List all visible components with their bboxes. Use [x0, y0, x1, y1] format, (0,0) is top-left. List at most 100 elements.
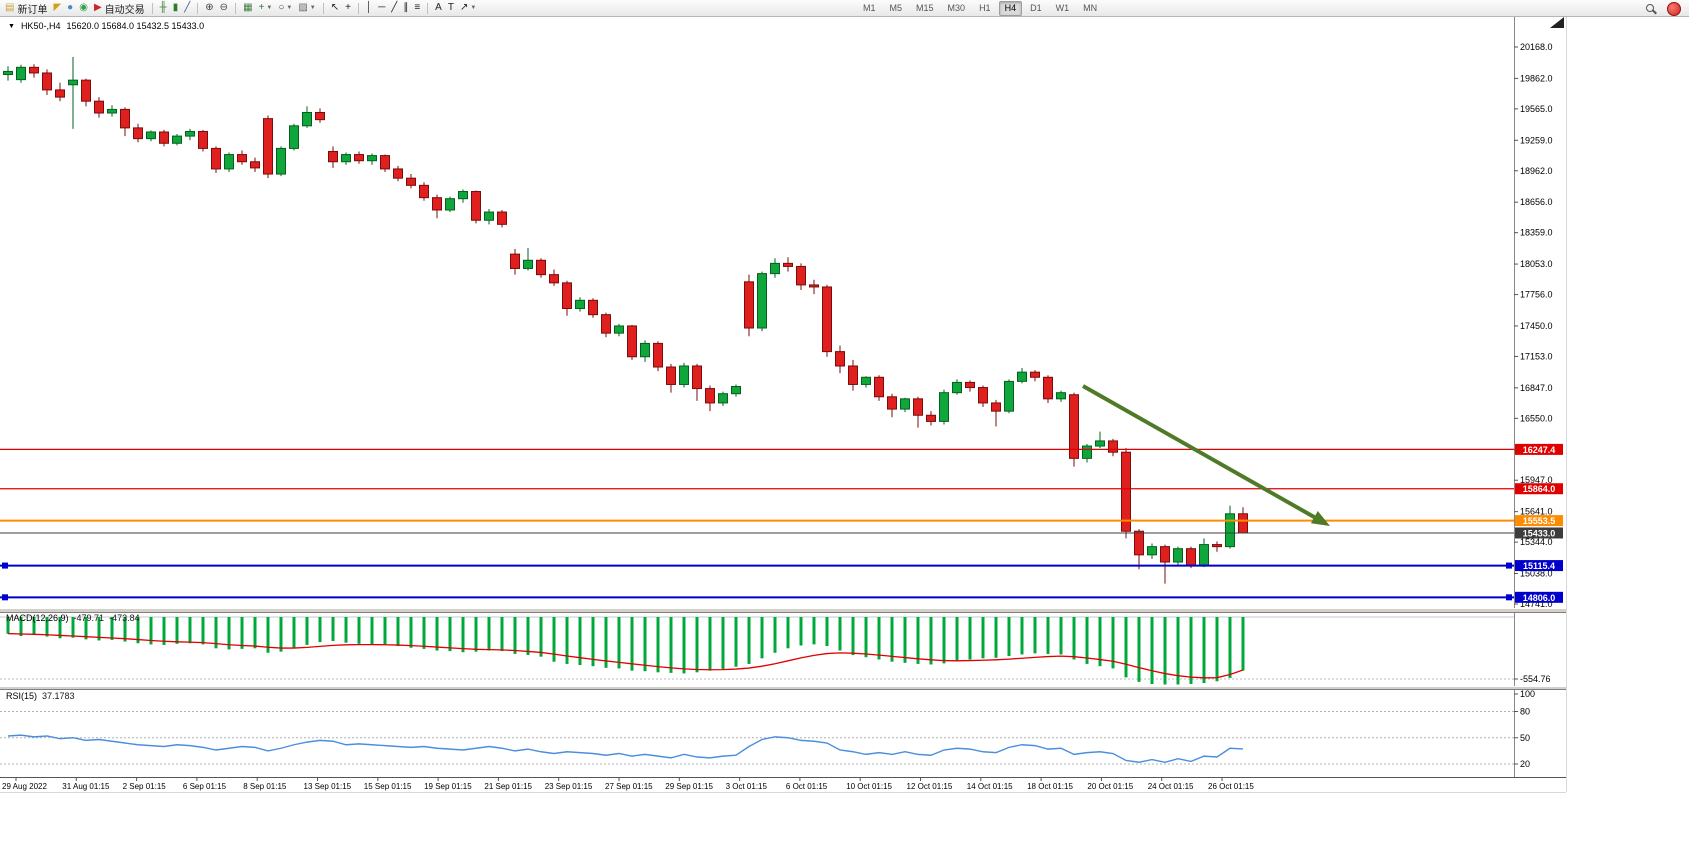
- crosshair-icon[interactable]: +: [342, 1, 354, 15]
- svg-text:14 Oct 01:15: 14 Oct 01:15: [967, 782, 1013, 791]
- svg-text:15947.0: 15947.0: [1520, 475, 1553, 485]
- zoom-in-icon: ⊕: [205, 2, 214, 13]
- hline-16247.4[interactable]: 16247.4: [0, 443, 1563, 455]
- toolbar-separator: [197, 2, 199, 14]
- svg-text:12 Oct 01:15: 12 Oct 01:15: [907, 782, 953, 791]
- support-icon[interactable]: ◉: [76, 1, 91, 15]
- arrows-button[interactable]: ↗ ▼: [457, 1, 479, 15]
- tile-windows-icon: ▦: [243, 2, 253, 13]
- periods-button[interactable]: ○ ▼: [275, 1, 295, 15]
- ohlc-values: 15620.0 15684.0 15432.5 15433.0: [66, 21, 205, 31]
- cursor-icon[interactable]: ↖: [328, 1, 342, 15]
- candlestick-icon[interactable]: ▮: [170, 1, 182, 15]
- svg-text:27 Sep 01:15: 27 Sep 01:15: [605, 782, 653, 791]
- svg-text:20168.0: 20168.0: [1520, 42, 1553, 52]
- tf-button-M1[interactable]: M1: [863, 2, 876, 13]
- toolbar-separator: [151, 2, 153, 14]
- price-axis[interactable]: 20168.0 19862.0 19565.0 19259.0 18962.0 18656…: [1514, 42, 1553, 609]
- svg-text:6 Oct 01:15: 6 Oct 01:15: [786, 782, 828, 791]
- svg-text:2 Sep 01:15: 2 Sep 01:15: [123, 782, 167, 791]
- tf-button-H4[interactable]: H4: [998, 0, 1023, 16]
- tf-button-MN[interactable]: MN: [1083, 2, 1098, 13]
- toolbar: ▤ 新订单 ◤ ● ◉ ▶ 自动交易 ╫ ▮ ╱ ⊕ ⊖ ▦ + ▼ ○ ▼ ▨ ▼ ↖ + │ ─ ╱ ∥ ≡ A T ↗ ▼ M1 M5…: [0, 0, 1689, 17]
- text-icon[interactable]: A: [432, 1, 445, 15]
- svg-text:29 Sep 01:15: 29 Sep 01:15: [665, 782, 713, 791]
- svg-text:18 Oct 01:15: 18 Oct 01:15: [1027, 782, 1073, 791]
- support-icon: ◉: [79, 2, 88, 13]
- svg-text:20: 20: [1520, 759, 1530, 769]
- zoom-in-icon[interactable]: ⊕: [202, 1, 216, 15]
- trend-arrow[interactable]: [1082, 384, 1330, 526]
- hline-15433.0[interactable]: 15433.0: [0, 527, 1563, 539]
- tf-button-H1[interactable]: H1: [979, 2, 991, 13]
- crosshair-icon: +: [345, 2, 351, 13]
- hline-15553.5[interactable]: 15553.5: [0, 515, 1563, 527]
- svg-text:19259.0: 19259.0: [1520, 135, 1553, 145]
- toolbar-separator: [322, 2, 324, 14]
- chevron-down-icon: ▼: [8, 22, 15, 30]
- svg-text:24 Oct 01:15: 24 Oct 01:15: [1148, 782, 1194, 791]
- svg-text:3 Oct 01:15: 3 Oct 01:15: [726, 782, 768, 791]
- indicators-icon: +: [258, 2, 265, 13]
- templates-button[interactable]: ▨ ▼: [295, 1, 318, 15]
- svg-text:15 Sep 01:15: 15 Sep 01:15: [364, 782, 412, 791]
- svg-text:19 Sep 01:15: 19 Sep 01:15: [424, 782, 472, 791]
- svg-text:17450.0: 17450.0: [1520, 321, 1553, 331]
- tf-button-M30[interactable]: M30: [947, 2, 966, 13]
- horizontal-line-icon[interactable]: ─: [375, 1, 388, 15]
- megaphone-icon[interactable]: ◤: [50, 1, 64, 15]
- vertical-line-icon[interactable]: │: [363, 1, 375, 15]
- channel-icon[interactable]: ∥: [400, 1, 411, 15]
- svg-text:19862.0: 19862.0: [1520, 73, 1553, 83]
- community-icon[interactable]: ●: [64, 1, 76, 15]
- mql-community-icon[interactable]: [1667, 2, 1681, 16]
- new-order-icon: ▤: [5, 2, 15, 13]
- hline-15864.0[interactable]: 15864.0: [0, 483, 1563, 495]
- new-order-button[interactable]: ▤ 新订单: [2, 1, 50, 16]
- tf-button-M5[interactable]: M5: [889, 2, 903, 13]
- svg-text:21 Sep 01:15: 21 Sep 01:15: [484, 782, 532, 791]
- arrows-icon: ↗: [459, 2, 469, 13]
- zoom-out-icon[interactable]: ⊖: [217, 1, 231, 15]
- time-axis[interactable]: 29 Aug 2022 31 Aug 01:15 2 Sep 01:15 6 Sep …: [0, 777, 1566, 791]
- hline-15115.4[interactable]: 15115.4: [0, 560, 1563, 572]
- toolbar-right-group: [1645, 2, 1681, 16]
- svg-text:18053.0: 18053.0: [1520, 259, 1553, 269]
- autotrading-button[interactable]: ▶ 自动交易: [91, 1, 148, 16]
- indicators-button[interactable]: + ▼: [256, 1, 276, 15]
- toolbar-separator: [357, 2, 359, 14]
- ohlc-bars-icon[interactable]: ╫: [157, 1, 170, 15]
- toolbar-separator: [427, 2, 429, 14]
- hline-14806.0[interactable]: 14806.0: [0, 591, 1563, 603]
- svg-text:18656.0: 18656.0: [1520, 197, 1553, 207]
- zoom-out-icon: ⊖: [219, 2, 229, 13]
- toolbar-separator: [235, 2, 237, 14]
- svg-text:18962.0: 18962.0: [1520, 166, 1553, 176]
- trendline-icon[interactable]: ╱: [388, 1, 400, 15]
- svg-text:13 Sep 01:15: 13 Sep 01:15: [304, 782, 352, 791]
- svg-text:6 Sep 01:15: 6 Sep 01:15: [183, 782, 227, 791]
- svg-text:26 Oct 01:15: 26 Oct 01:15: [1208, 782, 1254, 791]
- fibonacci-icon: ≡: [414, 2, 421, 13]
- svg-text:19565.0: 19565.0: [1520, 104, 1553, 114]
- search-button[interactable]: [1645, 3, 1657, 15]
- autotrading-icon: ▶: [93, 2, 102, 13]
- trendline-icon: ╱: [391, 2, 398, 13]
- svg-text:16550.0: 16550.0: [1520, 413, 1553, 423]
- svg-text:31 Aug 01:15: 31 Aug 01:15: [62, 782, 110, 791]
- line-chart-icon[interactable]: ╱: [181, 1, 193, 15]
- text-icon: A: [435, 2, 442, 13]
- tf-button-D1[interactable]: D1: [1030, 2, 1042, 13]
- label-icon[interactable]: T: [445, 1, 457, 15]
- tf-button-M15[interactable]: M15: [916, 2, 934, 13]
- tf-button-W1[interactable]: W1: [1055, 2, 1070, 13]
- fibonacci-icon[interactable]: ≡: [411, 1, 423, 15]
- candlestick-icon: ▮: [172, 2, 179, 13]
- chevron-down-icon: ▼: [309, 5, 316, 11]
- chart-shift-marker[interactable]: [1550, 17, 1564, 28]
- community-icon: ●: [67, 2, 74, 13]
- chevron-down-icon: ▼: [470, 5, 477, 11]
- tile-windows-icon[interactable]: ▦: [240, 1, 255, 15]
- svg-text:15641.0: 15641.0: [1520, 507, 1553, 517]
